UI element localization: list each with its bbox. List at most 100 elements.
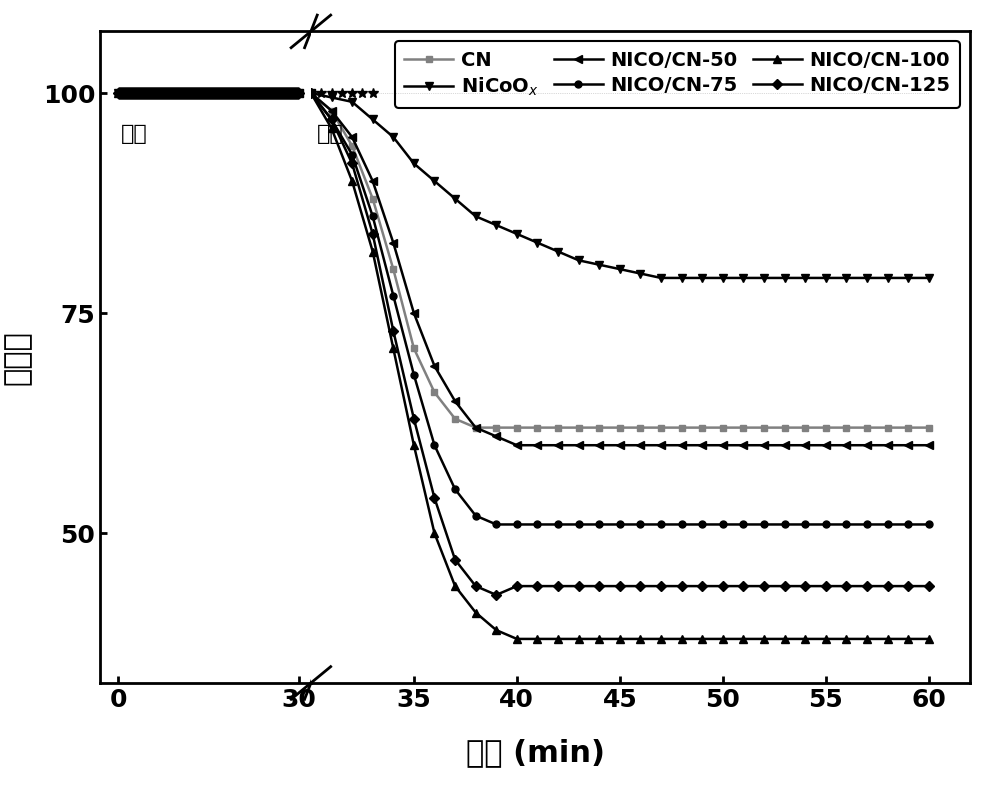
NICO/CN-125 — [696, 582, 708, 591]
CN — [593, 423, 605, 433]
NICO/CN-100 — [593, 634, 605, 644]
NICO/CN-50 — [408, 309, 420, 318]
NICO/CN-75 — [655, 520, 667, 529]
NICO/CN-100 — [799, 634, 811, 644]
NiCoO$_x$ — [882, 273, 894, 283]
NICO/CN-100 — [367, 246, 379, 256]
NICO/CN-75 — [367, 212, 379, 221]
NiCoO$_x$ — [799, 273, 811, 283]
NICO/CN-75 — [326, 115, 338, 124]
Line: CN: CN — [307, 89, 932, 431]
NiCoO$_x$ — [696, 273, 708, 283]
NICO/CN-50 — [305, 89, 317, 98]
NICO/CN-100 — [840, 634, 852, 644]
NiCoO$_x$ — [387, 133, 399, 142]
NiCoO$_x$ — [408, 159, 420, 168]
NICO/CN-125 — [408, 414, 420, 424]
NICO/CN-75 — [923, 520, 935, 529]
NICO/CN-125 — [799, 582, 811, 591]
NICO/CN-50 — [490, 432, 502, 441]
CN — [902, 423, 914, 433]
NICO/CN-75 — [346, 150, 358, 159]
NiCoO$_x$ — [820, 273, 832, 283]
NICO/CN-75 — [717, 520, 729, 529]
NICO/CN-75 — [634, 520, 646, 529]
NiCoO$_x$ — [902, 273, 914, 283]
NICO/CN-75 — [882, 520, 894, 529]
NICO/CN-50 — [882, 440, 894, 450]
NICO/CN-75 — [490, 520, 502, 529]
NiCoO$_x$ — [737, 273, 749, 283]
NICO/CN-125 — [840, 582, 852, 591]
CN — [552, 423, 564, 433]
NICO/CN-50 — [902, 440, 914, 450]
NICO/CN-125 — [531, 582, 543, 591]
NICO/CN-75 — [696, 520, 708, 529]
NICO/CN-75 — [820, 520, 832, 529]
CN — [490, 423, 502, 433]
Text: 光照: 光照 — [317, 124, 344, 144]
CN — [861, 423, 873, 433]
NICO/CN-50 — [820, 440, 832, 450]
NiCoO$_x$ — [655, 273, 667, 283]
NICO/CN-100 — [634, 634, 646, 644]
NICO/CN-75 — [758, 520, 770, 529]
NiCoO$_x$ — [573, 256, 585, 265]
NICO/CN-75 — [428, 440, 440, 450]
CN — [428, 388, 440, 397]
NICO/CN-125 — [820, 582, 832, 591]
CN — [531, 423, 543, 433]
NICO/CN-125 — [737, 582, 749, 591]
NICO/CN-125 — [428, 493, 440, 502]
CN — [882, 423, 894, 433]
NICO/CN-50 — [634, 440, 646, 450]
NICO/CN-100 — [902, 634, 914, 644]
NICO/CN-50 — [326, 106, 338, 115]
CN — [634, 423, 646, 433]
NICO/CN-75 — [511, 520, 523, 529]
NICO/CN-100 — [655, 634, 667, 644]
NICO/CN-125 — [346, 159, 358, 168]
NICO/CN-50 — [737, 440, 749, 450]
NICO/CN-50 — [449, 396, 461, 406]
NICO/CN-100 — [923, 634, 935, 644]
NICO/CN-100 — [737, 634, 749, 644]
NICO/CN-100 — [696, 634, 708, 644]
NiCoO$_x$ — [779, 273, 791, 283]
NiCoO$_x$ — [470, 212, 482, 221]
NICO/CN-50 — [346, 133, 358, 142]
NICO/CN-75 — [614, 520, 626, 529]
CN — [758, 423, 770, 433]
NICO/CN-125 — [676, 582, 688, 591]
CN — [573, 423, 585, 433]
NiCoO$_x$ — [305, 89, 317, 98]
CN — [511, 423, 523, 433]
NiCoO$_x$ — [593, 260, 605, 269]
NICO/CN-100 — [408, 440, 420, 450]
NICO/CN-75 — [387, 290, 399, 300]
Line: NICO/CN-75: NICO/CN-75 — [307, 89, 932, 528]
NICO/CN-125 — [882, 582, 894, 591]
NICO/CN-50 — [531, 440, 543, 450]
NICO/CN-125 — [470, 582, 482, 591]
NICO/CN-125 — [923, 582, 935, 591]
NiCoO$_x$ — [840, 273, 852, 283]
CN — [923, 423, 935, 433]
NICO/CN-100 — [511, 634, 523, 644]
NICO/CN-75 — [676, 520, 688, 529]
NICO/CN-50 — [573, 440, 585, 450]
NICO/CN-100 — [449, 582, 461, 591]
NICO/CN-50 — [614, 440, 626, 450]
NICO/CN-75 — [470, 511, 482, 520]
NICO/CN-100 — [779, 634, 791, 644]
NICO/CN-75 — [531, 520, 543, 529]
NICO/CN-75 — [305, 89, 317, 98]
NiCoO$_x$ — [676, 273, 688, 283]
NICO/CN-75 — [861, 520, 873, 529]
NiCoO$_x$ — [346, 97, 358, 107]
NICO/CN-50 — [779, 440, 791, 450]
NiCoO$_x$ — [923, 273, 935, 283]
NICO/CN-75 — [799, 520, 811, 529]
NICO/CN-125 — [552, 582, 564, 591]
NiCoO$_x$ — [511, 229, 523, 239]
